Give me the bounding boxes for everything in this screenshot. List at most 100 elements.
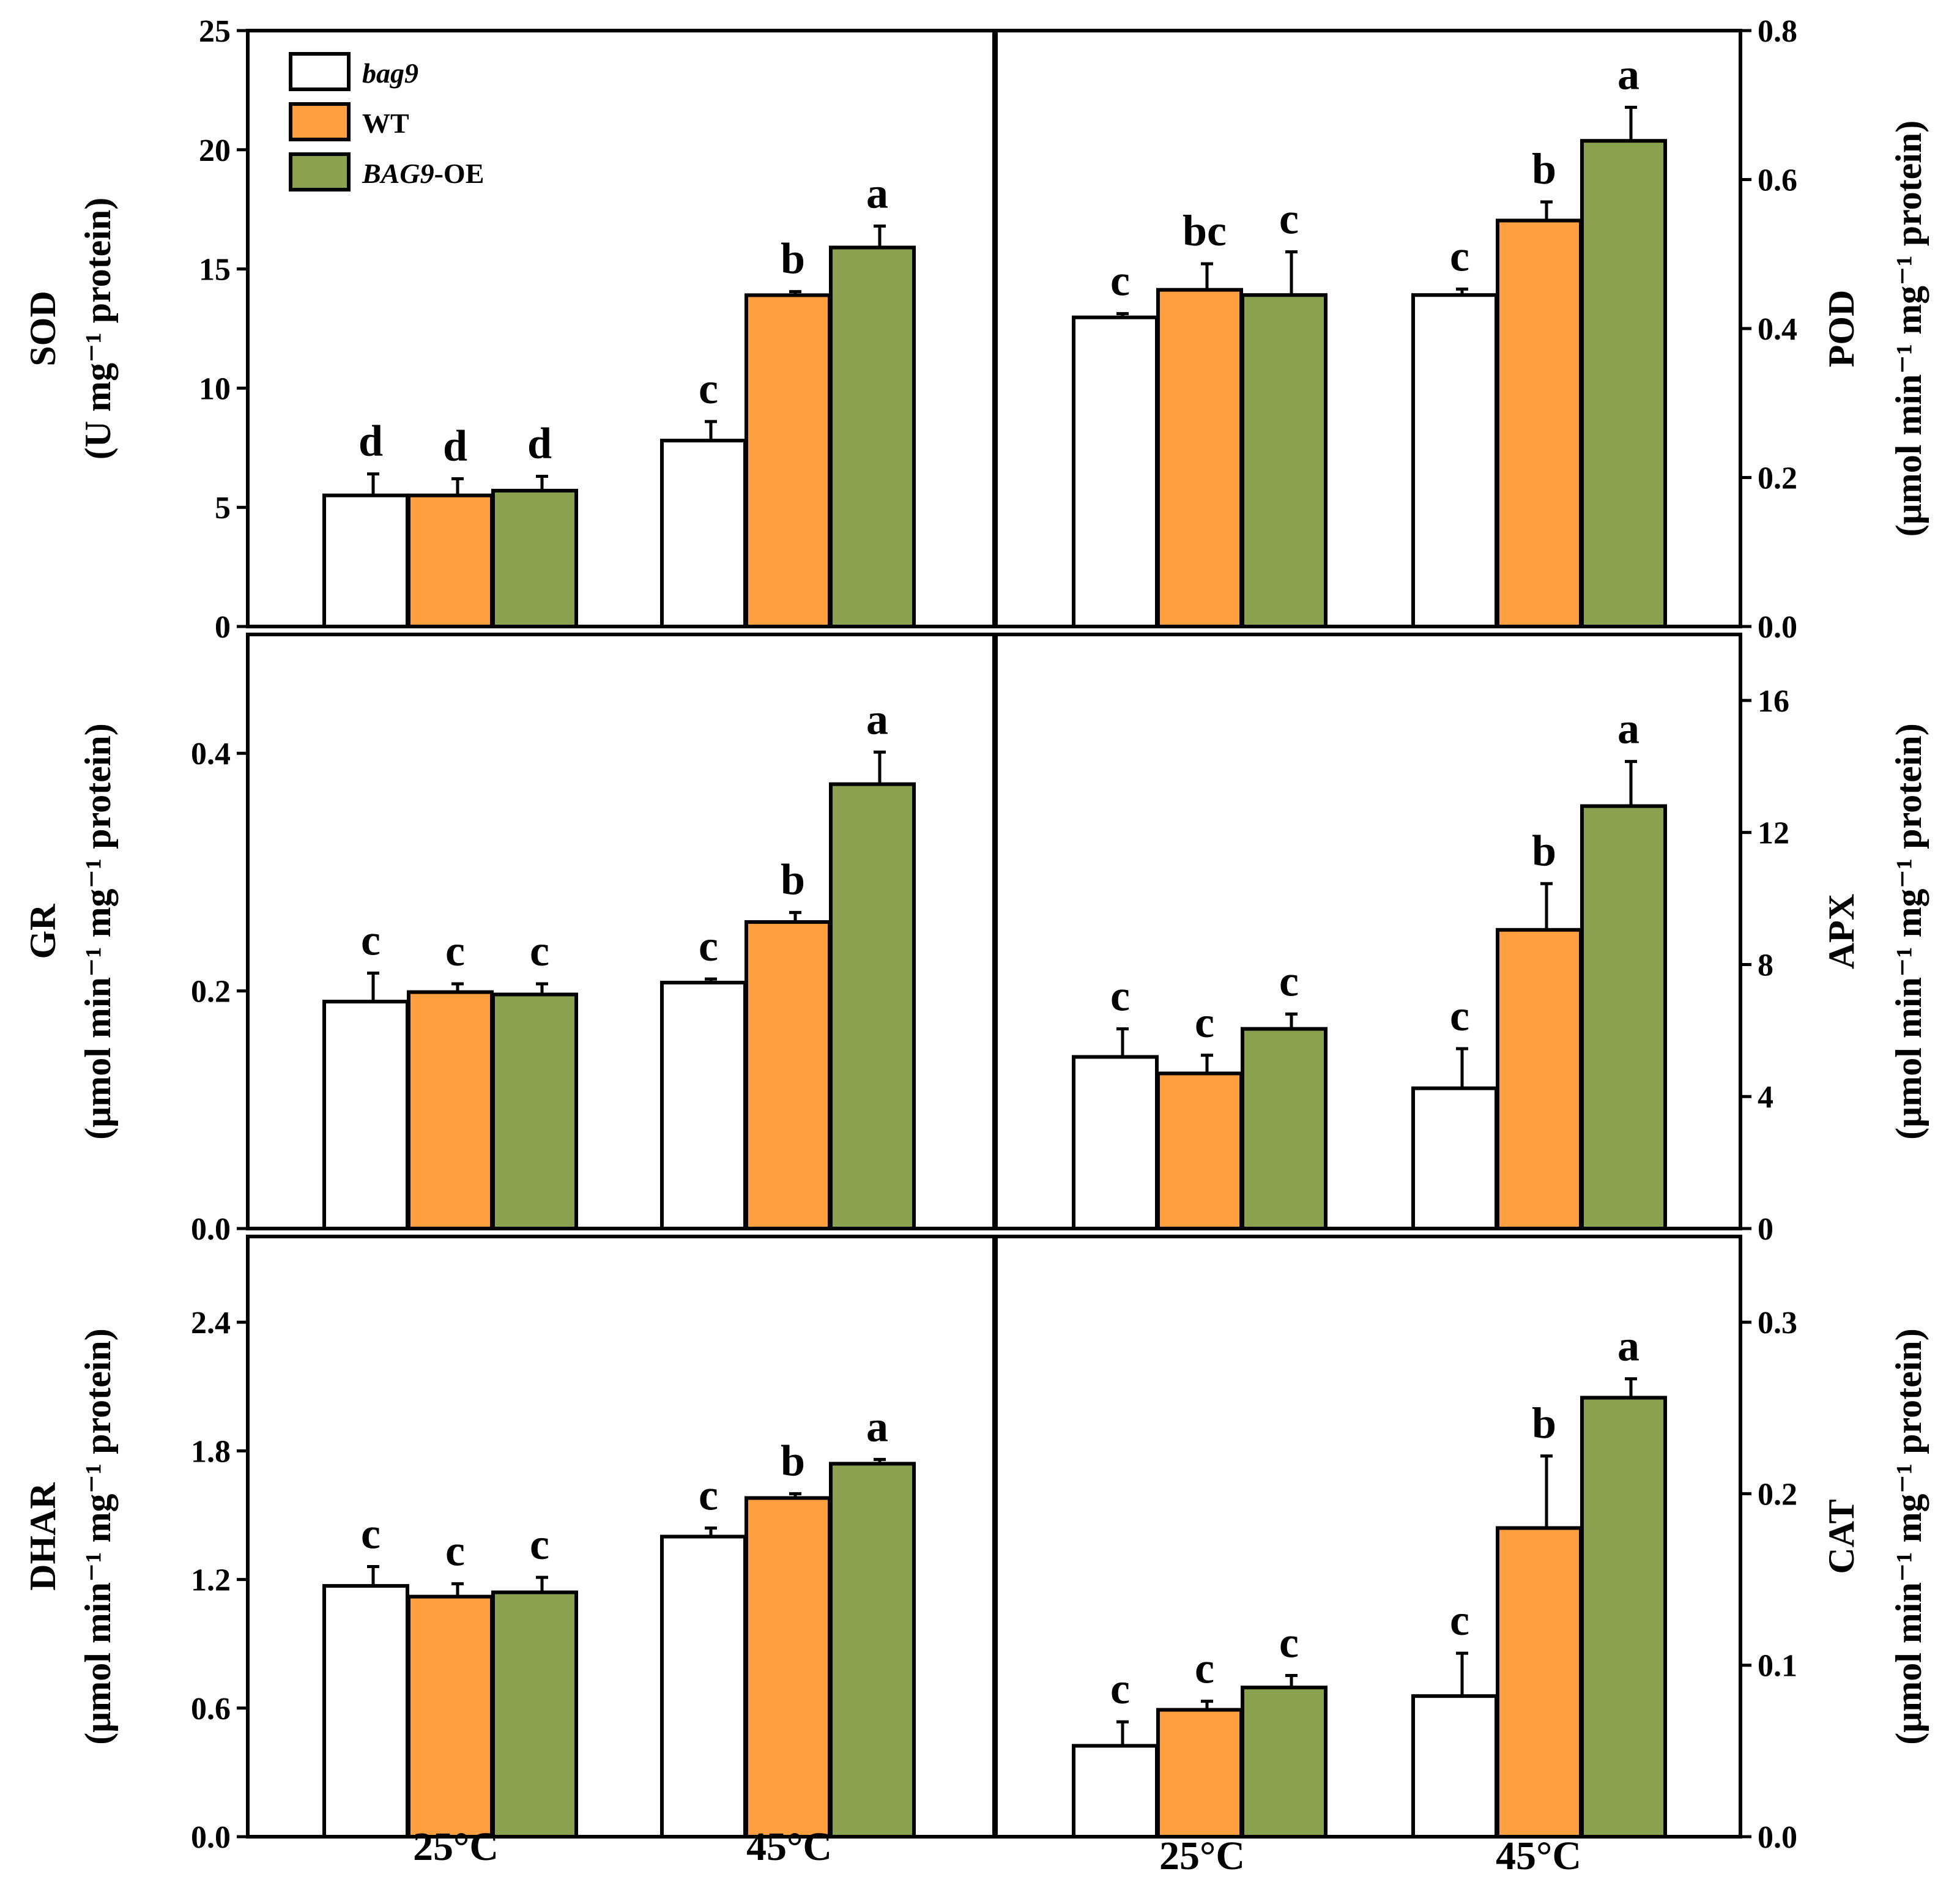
y-tick-label: 0 [215, 610, 231, 645]
significance-letter: c [1110, 972, 1130, 1021]
panel-apx: 0 4 8 12 16 APX (μmol min⁻¹ mg⁻¹ protein) c c c c b… [994, 633, 1929, 1247]
bar-pod-wt-45-c [1496, 218, 1583, 628]
bar-dhar-bag9-25-c [322, 1584, 409, 1839]
significance-letter: b [1532, 826, 1556, 875]
bar-pod-bag9-oe-25-c [1241, 293, 1328, 628]
significance-letter: d [527, 419, 552, 468]
bar-pod-wt-25-c [1156, 288, 1243, 628]
y-tick-label: 0.2 [1758, 1477, 1797, 1512]
y-axis-label-pod: POD (μmol min⁻¹ mg⁻¹ protein) [1821, 121, 1929, 537]
bar-cat-wt-45-c [1496, 1526, 1583, 1839]
y-axis-name: CAT [1821, 1499, 1862, 1574]
bar-sod-wt-25-c [407, 493, 494, 628]
significance-letter: c [361, 915, 381, 964]
significance-letter: c [445, 1527, 465, 1575]
significance-letter: c [1110, 256, 1130, 305]
panel-cat: 0.0 0.1 0.2 0.3 CAT (μmol min⁻¹ mg⁻¹ protein)… [994, 1235, 1929, 1855]
significance-letter: c [361, 1509, 381, 1558]
y-tick-label: 0.2 [1758, 461, 1797, 496]
y-tick-label: 2.4 [191, 1306, 231, 1341]
significance-letter: a [866, 1402, 888, 1451]
bar-cat-wt-25-c [1156, 1708, 1243, 1839]
significance-letter: b [1532, 144, 1556, 193]
y-tick-label: 0 [1758, 1212, 1773, 1247]
panel-pod: 0.0 0.2 0.4 0.6 0.8 POD (μmol min⁻¹ mg⁻¹ prote… [994, 14, 1929, 645]
y-axis-label-cat: CAT (μmol min⁻¹ mg⁻¹ protein) [1821, 1328, 1929, 1745]
significance-letter: c [1195, 998, 1214, 1047]
bar-dhar-bag9-oe-25-c [491, 1590, 578, 1839]
significance-letter: c [530, 1520, 549, 1569]
bar-cat-bag9-oe-45-c [1580, 1396, 1667, 1839]
y-tick-label: 20 [199, 133, 231, 168]
y-axis-unit: (μmol min⁻¹ mg⁻¹ protein) [78, 723, 118, 1140]
bar-cat-bag9-45-c [1411, 1694, 1498, 1839]
significance-letter: c [1279, 1618, 1299, 1667]
bar-dhar-wt-45-c [745, 1496, 831, 1839]
bar-dhar-bag9-oe-45-c [829, 1462, 916, 1839]
y-tick-label: 0.6 [191, 1692, 231, 1727]
y-tick-label: 25 [199, 14, 231, 49]
x-category-labels: 25°C 45°C 25°C 45°C [413, 1824, 1581, 1878]
significance-letter: a [1617, 50, 1639, 99]
y-tick-label: 0.6 [1758, 163, 1797, 198]
significance-letter: b [1532, 1399, 1556, 1448]
bar-apx-bag9-25-c [1072, 1055, 1159, 1230]
legend-swatch [289, 152, 351, 192]
x-label-25c-left: 25°C [413, 1824, 499, 1869]
significance-letter: c [1110, 1664, 1130, 1713]
significance-letter: a [866, 168, 888, 217]
significance-letter: c [1450, 231, 1469, 280]
y-tick-label: 0.0 [1758, 610, 1797, 645]
bar-pod-bag9-25-c [1072, 315, 1159, 628]
y-axis-unit: (U mg⁻¹ protein) [78, 198, 118, 460]
significance-letter: c [445, 926, 465, 975]
y-axis-name: GR [23, 904, 63, 959]
significance-letter: a [1617, 1322, 1639, 1370]
legend-item-wt: WT [289, 102, 409, 141]
y-tick-label: 0.2 [191, 975, 231, 1010]
significance-letter: b [781, 1436, 805, 1485]
significance-letter: b [781, 234, 805, 283]
y-tick-label: 0.0 [1758, 1820, 1797, 1855]
bar-apx-bag9-oe-45-c [1580, 804, 1667, 1230]
bar-sod-bag9-45-c [660, 439, 747, 628]
y-tick-label: 0.3 [1758, 1306, 1797, 1341]
bar-apx-bag9-oe-25-c [1241, 1027, 1328, 1230]
y-tick-label: 0.1 [1758, 1649, 1797, 1684]
y-axis-unit: (μmol min⁻¹ mg⁻¹ protein) [78, 1328, 118, 1745]
legend-label: BAG9-OE [362, 158, 484, 189]
y-axis-unit: (μmol min⁻¹ mg⁻¹ protein) [1888, 1328, 1929, 1745]
y-tick-label: 8 [1758, 948, 1773, 983]
significance-letter: d [443, 421, 467, 470]
y-axis-name: POD [1821, 290, 1862, 368]
panel-frame [994, 633, 1742, 1230]
y-axis-unit: (μmol min⁻¹ mg⁻¹ protein) [1888, 121, 1929, 537]
panel-sod: 0 5 10 15 20 25 SOD (U mg⁻¹ protein) d d d c b a [23, 14, 996, 645]
bar-sod-wt-45-c [745, 293, 831, 628]
y-tick-label: 1.2 [191, 1563, 231, 1598]
y-tick-label: 0.0 [191, 1212, 231, 1247]
bar-gr-bag9-oe-25-c [491, 992, 578, 1231]
x-label-45c-right: 45°C [1496, 1834, 1581, 1878]
legend: bag9 WT BAG9-OE [289, 52, 484, 192]
significance-letter: c [530, 926, 549, 975]
y-tick-label: 16 [1758, 684, 1789, 719]
significance-letter: c [699, 364, 718, 413]
significance-letter: b [781, 855, 805, 904]
significance-letter: c [1279, 195, 1299, 244]
y-tick-label: 0.4 [1758, 312, 1797, 347]
significance-letter: d [358, 417, 383, 466]
y-tick-label: 1.8 [191, 1434, 231, 1469]
significance-letter: c [1195, 1644, 1214, 1693]
bar-dhar-wt-25-c [407, 1594, 494, 1839]
bar-gr-bag9-45-c [660, 981, 747, 1230]
bar-apx-wt-25-c [1156, 1071, 1243, 1230]
panel-dhar: 0.0 0.6 1.2 1.8 2.4 DHAR (μmol min⁻¹ mg⁻¹ prot… [23, 1235, 996, 1855]
panel-frame [994, 1235, 1742, 1839]
y-tick-label: 12 [1758, 816, 1789, 851]
bar-gr-bag9-25-c [322, 1000, 409, 1230]
significance-letter: c [699, 921, 718, 970]
legend-swatch [289, 102, 351, 141]
significance-letter: c [1450, 1596, 1469, 1645]
significance-letter: c [1450, 991, 1469, 1040]
